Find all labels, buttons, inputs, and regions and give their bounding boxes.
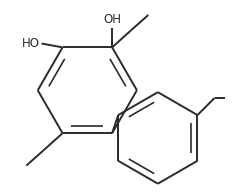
Text: OH: OH: [103, 13, 121, 26]
Text: HO: HO: [22, 37, 40, 50]
